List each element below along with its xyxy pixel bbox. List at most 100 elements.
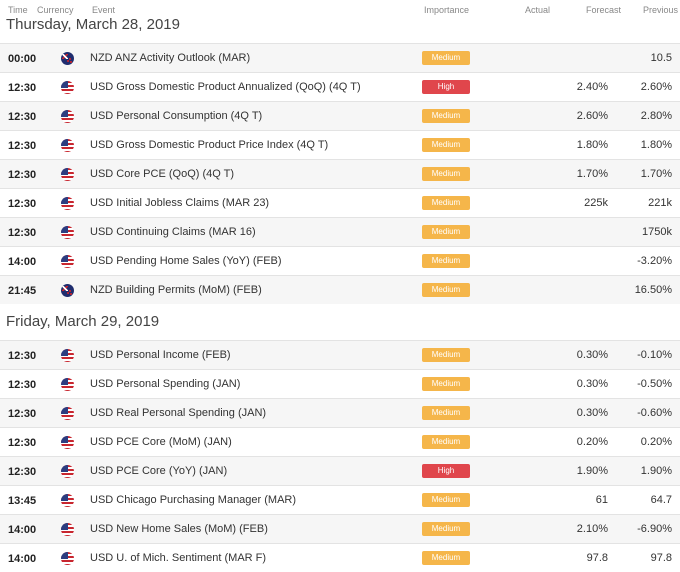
event-row[interactable]: 12:30 USD Personal Spending (JAN) Medium 0.…: [0, 369, 680, 398]
event-row[interactable]: 12:30 USD Personal Income (FEB) Medium 0.30…: [0, 340, 680, 369]
forecast-value: 0.20%: [576, 436, 608, 448]
previous-value: -0.60%: [637, 407, 672, 419]
event-time: 12:30: [8, 379, 37, 391]
forecast-value: 2.60%: [576, 110, 608, 122]
importance-badge: Medium: [422, 377, 470, 391]
event-name[interactable]: USD Gross Domestic Product Annualized (Q…: [90, 81, 361, 93]
forecast-value: 0.30%: [576, 349, 608, 361]
day-heading: Friday, March 29, 2019: [6, 313, 160, 330]
event-time: 12:30: [8, 227, 37, 239]
col-time-header: Time: [8, 5, 28, 15]
event-time: 21:45: [8, 285, 37, 297]
forecast-value: 2.10%: [576, 523, 608, 535]
col-importance-header: Importance: [424, 5, 470, 15]
event-name[interactable]: USD Initial Jobless Claims (MAR 23): [90, 197, 270, 209]
previous-value: 2.60%: [640, 81, 672, 93]
event-row[interactable]: 12:30 USD Core PCE (QoQ) (4Q T) Medium 1.70…: [0, 159, 680, 188]
us-flag-icon: [61, 110, 74, 123]
us-flag-icon: [61, 255, 74, 268]
importance-badge: Medium: [422, 138, 470, 152]
importance-badge: Medium: [422, 196, 470, 210]
event-name[interactable]: USD Personal Spending (JAN): [90, 378, 241, 390]
forecast-value: 1.80%: [576, 139, 608, 151]
event-time: 12:30: [8, 82, 37, 94]
event-row[interactable]: 00:00 NZD ANZ Activity Outlook (MAR) Mediu…: [0, 43, 680, 72]
day-heading: Thursday, March 28, 2019: [6, 16, 180, 33]
previous-value: 0.20%: [640, 436, 672, 448]
importance-badge: Medium: [422, 254, 470, 268]
event-row[interactable]: 12:30 USD Continuing Claims (MAR 16) Mediu…: [0, 217, 680, 246]
us-flag-icon: [61, 465, 74, 478]
event-name[interactable]: NZD ANZ Activity Outlook (MAR): [90, 52, 251, 64]
event-name[interactable]: USD Pending Home Sales (YoY) (FEB): [90, 255, 282, 267]
event-row[interactable]: 14:00 USD New Home Sales (MoM) (FEB) Mediu…: [0, 514, 680, 543]
event-row[interactable]: 14:00 USD Pending Home Sales (YoY) (FEB) M…: [0, 246, 680, 275]
forecast-value: 1.90%: [576, 465, 608, 477]
nz-flag-icon: [61, 52, 74, 65]
event-name[interactable]: USD Chicago Purchasing Manager (MAR): [90, 494, 297, 506]
importance-badge: Medium: [422, 109, 470, 123]
us-flag-icon: [61, 436, 74, 449]
event-time: 12:30: [8, 140, 37, 152]
event-time: 14:00: [8, 256, 37, 268]
event-row[interactable]: 12:30 USD PCE Core (MoM) (JAN) Medium 0.20%…: [0, 427, 680, 456]
importance-badge: Medium: [422, 225, 470, 239]
event-name[interactable]: USD Core PCE (QoQ) (4Q T): [90, 168, 235, 180]
event-row[interactable]: 12:30 USD Gross Domestic Product Price In…: [0, 130, 680, 159]
event-row[interactable]: 12:30 USD PCE Core (YoY) (JAN) High 1.90% 1.…: [0, 456, 680, 485]
previous-value: 10.5: [650, 52, 672, 64]
event-name[interactable]: USD PCE Core (YoY) (JAN): [90, 465, 228, 477]
previous-value: 221k: [648, 197, 672, 209]
us-flag-icon: [61, 378, 74, 391]
event-row[interactable]: 12:30 USD Gross Domestic Product Annualiz…: [0, 72, 680, 101]
event-time: 14:00: [8, 524, 37, 536]
us-flag-icon: [61, 226, 74, 239]
event-name[interactable]: USD Gross Domestic Product Price Index (…: [90, 139, 329, 151]
importance-badge: Medium: [422, 435, 470, 449]
event-row[interactable]: 13:45 USD Chicago Purchasing Manager (MAR…: [0, 485, 680, 514]
importance-badge: Medium: [422, 493, 470, 507]
event-row[interactable]: 12:30 USD Personal Consumption (4Q T) Medi…: [0, 101, 680, 130]
us-flag-icon: [61, 139, 74, 152]
event-name[interactable]: NZD Building Permits (MoM) (FEB): [90, 284, 262, 296]
event-name[interactable]: USD Continuing Claims (MAR 16): [90, 226, 256, 238]
event-time: 12:30: [8, 198, 37, 210]
us-flag-icon: [61, 407, 74, 420]
event-name[interactable]: USD Real Personal Spending (JAN): [90, 407, 267, 419]
previous-value: -6.90%: [637, 523, 672, 535]
importance-badge: Medium: [422, 406, 470, 420]
previous-value: -3.20%: [637, 255, 672, 267]
forecast-value: 225k: [584, 197, 608, 209]
event-time: 12:30: [8, 111, 37, 123]
event-name[interactable]: USD Personal Income (FEB): [90, 349, 231, 361]
event-time: 14:00: [8, 553, 37, 565]
forecast-value: 97.8: [586, 552, 608, 564]
event-name[interactable]: USD Personal Consumption (4Q T): [90, 110, 263, 122]
importance-badge: High: [422, 464, 470, 478]
event-row[interactable]: 12:30 USD Initial Jobless Claims (MAR 23)…: [0, 188, 680, 217]
importance-badge: High: [422, 80, 470, 94]
previous-value: -0.50%: [637, 378, 672, 390]
previous-value: 1.90%: [640, 465, 672, 477]
importance-badge: Medium: [422, 51, 470, 65]
previous-value: 1.80%: [640, 139, 672, 151]
us-flag-icon: [61, 523, 74, 536]
importance-badge: Medium: [422, 348, 470, 362]
event-row[interactable]: 12:30 USD Real Personal Spending (JAN) Med…: [0, 398, 680, 427]
previous-value: 1.70%: [640, 168, 672, 180]
event-name[interactable]: USD PCE Core (MoM) (JAN): [90, 436, 232, 448]
forecast-value: 61: [595, 494, 608, 506]
previous-value: 97.8: [650, 552, 672, 564]
col-actual-header: Actual: [525, 5, 551, 15]
us-flag-icon: [61, 81, 74, 94]
event-row[interactable]: 14:00 USD U. of Mich. Sentiment (MAR F) Me…: [0, 543, 680, 572]
forecast-value: 0.30%: [576, 378, 608, 390]
forecast-value: 1.70%: [576, 168, 608, 180]
event-name[interactable]: USD New Home Sales (MoM) (FEB): [90, 523, 268, 535]
event-name[interactable]: USD U. of Mich. Sentiment (MAR F): [90, 552, 267, 564]
event-row[interactable]: 21:45 NZD Building Permits (MoM) (FEB) Med…: [0, 275, 680, 304]
event-time: 12:30: [8, 350, 37, 362]
nz-flag-icon: [61, 284, 74, 297]
us-flag-icon: [61, 197, 74, 210]
forecast-value: 2.40%: [576, 81, 608, 93]
